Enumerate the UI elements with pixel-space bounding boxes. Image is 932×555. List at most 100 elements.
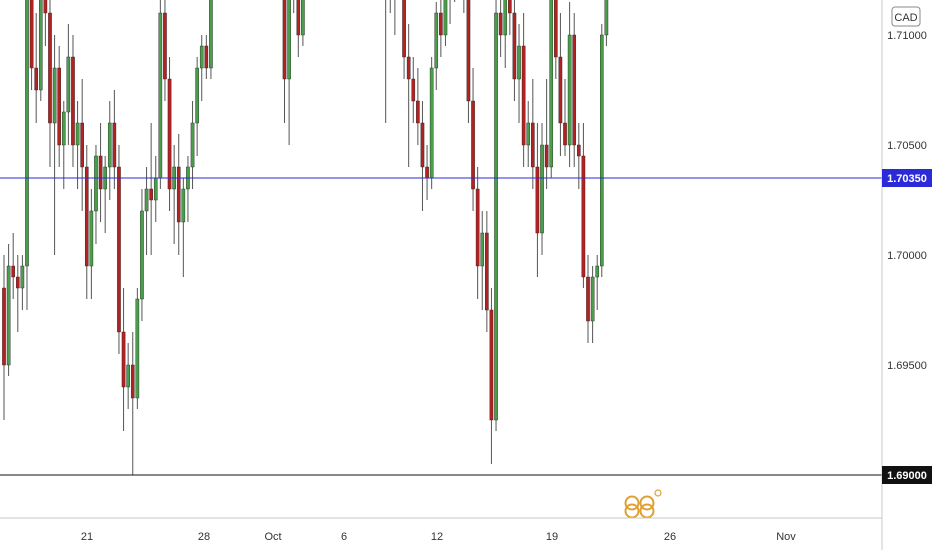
- candle: [503, 0, 508, 68]
- candle: [181, 178, 186, 277]
- candle: [439, 0, 443, 57]
- candle-body: [508, 0, 512, 14]
- candle: [140, 189, 144, 321]
- candle-body: [439, 12, 443, 36]
- candle-body: [600, 34, 604, 267]
- candle: [84, 145, 89, 299]
- time-tick-label: 12: [431, 531, 443, 543]
- candle-body: [572, 34, 577, 146]
- candle-body: [563, 122, 567, 146]
- candle: [512, 0, 517, 101]
- candle: [80, 79, 84, 211]
- candle: [508, 0, 512, 35]
- candle-body: [94, 155, 98, 212]
- candle-body: [544, 144, 549, 168]
- candle-body: [517, 45, 521, 80]
- candle-body: [117, 166, 121, 333]
- candle: [489, 288, 494, 464]
- candle-body: [61, 111, 66, 146]
- candle: [471, 68, 475, 211]
- candle: [158, 0, 163, 189]
- candle: [34, 13, 38, 123]
- time-tick-label: 28: [198, 531, 210, 543]
- candle-body: [34, 67, 38, 91]
- candle: [149, 123, 153, 255]
- candle-body: [485, 232, 489, 311]
- candle: [130, 332, 135, 475]
- candle: [176, 134, 181, 255]
- time-tick-label: 19: [546, 531, 558, 543]
- candle-body: [512, 12, 517, 80]
- candle: [463, 0, 465, 13]
- price-axis[interactable]: 1.730001.714011.703501.690001.725001.715…: [882, 0, 932, 484]
- time-tick-label: Oct: [264, 531, 281, 543]
- candle: [2, 255, 6, 420]
- time-axis[interactable]: 21 28 Oct 6 12 19 26 Nov: [81, 531, 796, 543]
- candle: [544, 79, 549, 189]
- candle-body: [163, 12, 167, 80]
- candle: [29, 0, 34, 90]
- candle-body: [301, 0, 305, 36]
- time-tick-label: 21: [81, 531, 93, 543]
- candle-body: [535, 166, 540, 234]
- candle-body: [420, 122, 425, 168]
- candle: [25, 0, 29, 310]
- candle: [540, 123, 544, 255]
- candle-body: [107, 122, 112, 168]
- levels-layer: [0, 177, 882, 476]
- candle: [71, 35, 75, 167]
- candle-body: [158, 12, 163, 179]
- candle-body: [199, 45, 204, 69]
- candle-body: [48, 12, 52, 124]
- candle: [15, 255, 20, 332]
- candle: [581, 123, 586, 288]
- candle-body: [167, 78, 172, 190]
- price-tick-label: 1.71000: [887, 30, 927, 42]
- candle-body: [402, 0, 406, 58]
- candle-body: [549, 0, 554, 168]
- candle-body: [75, 122, 80, 146]
- candle: [11, 233, 15, 299]
- candle: [402, 0, 406, 79]
- candle: [485, 211, 489, 332]
- candle: [385, 0, 387, 123]
- candle: [135, 288, 140, 409]
- candle: [586, 255, 590, 343]
- candle-body: [494, 12, 498, 421]
- price-tick-label: 1.70000: [887, 250, 927, 262]
- candle: [20, 255, 25, 310]
- candle: [572, 13, 577, 167]
- candle: [411, 57, 416, 123]
- candle: [6, 244, 11, 376]
- candle: [595, 255, 600, 310]
- candle-body: [590, 276, 595, 322]
- candle: [75, 101, 80, 189]
- candle-body: [130, 364, 135, 399]
- candle: [420, 101, 425, 211]
- candle-body: [498, 12, 503, 36]
- candle-body: [84, 166, 89, 267]
- candle-body: [489, 309, 494, 421]
- candle: [287, 0, 291, 145]
- candle: [554, 0, 558, 79]
- candle-body: [153, 177, 158, 201]
- candle-body: [52, 67, 57, 124]
- candle-body: [475, 188, 480, 267]
- candle: [126, 343, 130, 409]
- currency-box[interactable]: CAD: [891, 6, 921, 27]
- candle-body: [80, 122, 84, 168]
- time-tick-label: Nov: [776, 531, 796, 543]
- candle-body: [558, 56, 563, 124]
- candle: [195, 57, 199, 156]
- time-tick-label: 26: [664, 531, 676, 543]
- candle-body: [190, 122, 195, 168]
- candle: [429, 57, 434, 189]
- candle-body: [209, 0, 213, 69]
- candle-body: [126, 364, 130, 388]
- candle: [521, 13, 526, 167]
- logo-dot: [654, 489, 662, 497]
- candle-body: [595, 265, 600, 278]
- candle-body: [204, 45, 209, 69]
